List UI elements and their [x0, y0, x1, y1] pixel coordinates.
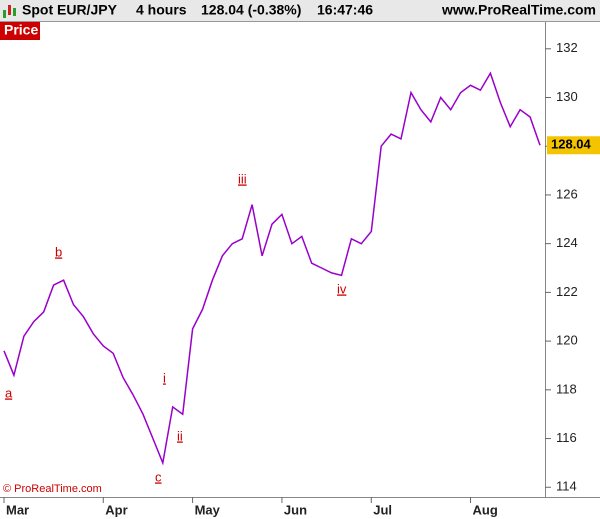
- x-tick-label: May: [195, 502, 221, 517]
- y-tick-label: 116: [556, 430, 577, 445]
- wave-label: iv: [337, 281, 347, 296]
- wave-label: i: [163, 370, 166, 385]
- instrument: Spot EUR/JPY: [22, 2, 118, 18]
- current-price-label: 128.04: [551, 137, 592, 152]
- wave-label: ii: [177, 428, 183, 443]
- y-tick-label: 122: [556, 284, 578, 299]
- y-tick-label: 132: [556, 40, 578, 55]
- quote: 128.04 (-0.38%): [201, 2, 301, 18]
- y-tick-label: 120: [556, 333, 578, 348]
- x-tick-label: Apr: [105, 502, 127, 517]
- x-tick-label: Jul: [373, 502, 392, 517]
- source: www.ProRealTime.com: [441, 2, 596, 18]
- y-tick-label: 118: [556, 381, 577, 396]
- wave-label: a: [5, 385, 13, 400]
- x-tick-label: Mar: [6, 502, 29, 517]
- y-tick-label: 130: [556, 89, 578, 104]
- y-tick-label: 126: [556, 186, 578, 201]
- y-tick-label: 124: [556, 235, 578, 250]
- title-box: [0, 22, 40, 40]
- price-line: [3, 71, 541, 466]
- wave-label: c: [155, 469, 162, 484]
- x-tick-label: Aug: [473, 502, 498, 517]
- footer: © ProRealTime.com: [3, 483, 102, 495]
- current-price-box: [547, 136, 600, 155]
- header-icon: [3, 5, 16, 18]
- chart-title: Price: [4, 22, 38, 38]
- time: 16:47:46: [317, 2, 373, 18]
- y-tick-label: 114: [556, 479, 577, 494]
- x-tick-label: Jun: [284, 502, 307, 517]
- header-bar: [0, 0, 600, 21]
- wave-label: b: [55, 244, 62, 259]
- timeframe: 4 hours: [136, 2, 187, 18]
- wave-label: iii: [238, 171, 247, 186]
